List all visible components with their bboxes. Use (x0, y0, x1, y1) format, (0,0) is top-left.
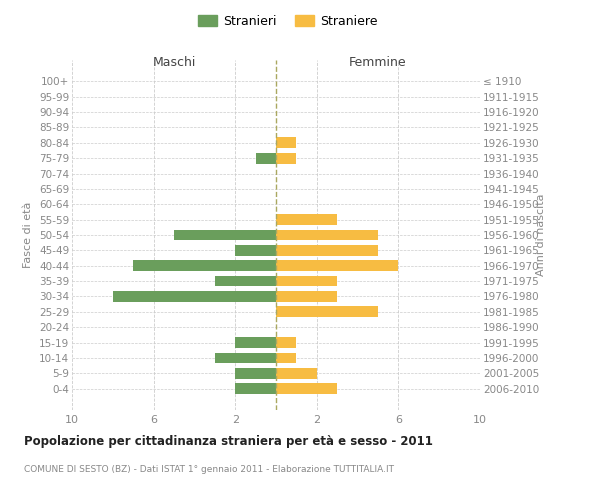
Bar (235, 368, 276, 378)
Bar (276, 276, 337, 286)
Bar (276, 214, 337, 225)
Bar (276, 245, 378, 256)
Bar (133, 260, 276, 271)
Bar (235, 337, 276, 348)
Text: COMUNE DI SESTO (BZ) - Dati ISTAT 1° gennaio 2011 - Elaborazione TUTTITALIA.IT: COMUNE DI SESTO (BZ) - Dati ISTAT 1° gen… (24, 465, 394, 474)
Bar (276, 138, 296, 148)
Bar (276, 260, 398, 271)
Y-axis label: Fasce di età: Fasce di età (23, 202, 34, 268)
Text: Popolazione per cittadinanza straniera per età e sesso - 2011: Popolazione per cittadinanza straniera p… (24, 435, 433, 448)
Bar (276, 230, 378, 240)
Bar (276, 368, 317, 378)
Bar (276, 306, 378, 317)
Bar (113, 291, 276, 302)
Bar (256, 153, 276, 164)
Bar (276, 153, 296, 164)
Text: Maschi: Maschi (152, 56, 196, 69)
Y-axis label: Anni di nascita: Anni di nascita (536, 194, 547, 276)
Bar (235, 245, 276, 256)
Bar (215, 352, 276, 364)
Bar (276, 291, 337, 302)
Bar (215, 276, 276, 286)
Legend: Stranieri, Straniere: Stranieri, Straniere (194, 11, 382, 32)
Bar (276, 384, 337, 394)
Bar (276, 337, 296, 348)
Text: Femmine: Femmine (349, 56, 407, 69)
Bar (174, 230, 276, 240)
Bar (235, 384, 276, 394)
Bar (276, 352, 296, 364)
